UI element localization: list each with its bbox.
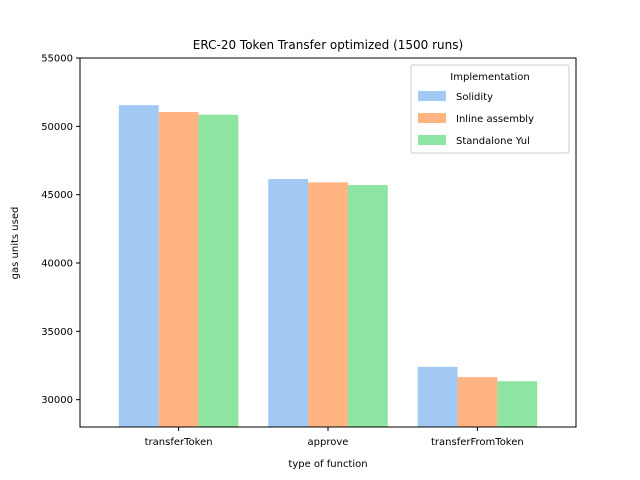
legend-swatch	[418, 135, 446, 145]
x-axis-title: type of function	[288, 459, 367, 470]
legend: Implementation Solidity Inline assembly St…	[410, 64, 570, 154]
legend-label: Solidity	[456, 92, 493, 103]
bar-solidity-approve	[268, 178, 309, 427]
bar-solidity-transferFromToken	[417, 366, 458, 427]
x-tick-label: transferFromToken	[431, 437, 524, 448]
bars-group	[118, 105, 538, 428]
x-tick-label: approve	[308, 437, 349, 448]
bar-inline-assembly-approve	[308, 182, 348, 427]
y-axis: 30000 35000 40000 45000 50000 55000	[41, 54, 80, 406]
y-axis-title: gas units used	[10, 207, 21, 280]
bar-inline-assembly-transferFromToken	[457, 377, 498, 427]
legend-label: Inline assembly	[456, 114, 534, 125]
x-tick-label: transferToken	[145, 437, 213, 448]
legend-title: Implementation	[450, 72, 529, 83]
y-tick-label: 30000	[41, 395, 73, 406]
legend-label: Standalone Yul	[456, 136, 530, 147]
y-tick-label: 45000	[41, 190, 73, 201]
bar-standalone-yul-approve	[347, 185, 388, 427]
y-tick-label: 40000	[41, 259, 73, 270]
bar-standalone-yul-transferToken	[198, 114, 239, 427]
y-tick-label: 50000	[41, 122, 73, 133]
chart-title: ERC-20 Token Transfer optimized (1500 ru…	[193, 38, 463, 52]
x-axis: transferToken approve transferFromToken	[145, 427, 524, 448]
bar-inline-assembly-transferToken	[158, 111, 199, 427]
y-tick-label: 55000	[41, 54, 73, 65]
legend-items: Solidity Inline assembly Standalone Yul	[418, 91, 534, 147]
legend-swatch	[418, 113, 446, 123]
bar-standalone-yul-transferFromToken	[497, 381, 538, 427]
y-tick-label: 35000	[41, 327, 73, 338]
legend-swatch	[418, 91, 446, 101]
bar-solidity-transferToken	[118, 105, 159, 428]
legend-box	[410, 64, 570, 154]
plot-frame	[79, 57, 577, 428]
